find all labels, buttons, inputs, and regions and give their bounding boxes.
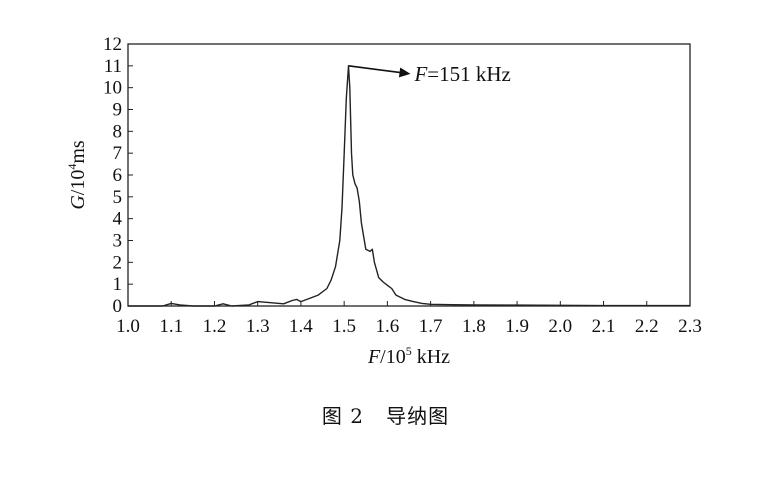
- x-tick-label: 1.7: [419, 316, 443, 337]
- x-tick-label: 2.2: [635, 316, 659, 337]
- figure-number: 图 2: [321, 404, 364, 428]
- figure-caption: 图 2 导纳图: [0, 400, 771, 429]
- x-tick-label: 2.1: [592, 316, 616, 337]
- peak-annotation: F=151 kHz: [348, 62, 511, 86]
- x-tick-label: 2.0: [548, 316, 572, 337]
- y-tick-label: 10: [103, 78, 122, 99]
- y-tick-label: 3: [113, 231, 123, 252]
- admittance-chart: 1.0 1.1 1.2 1.3 1.4 1.5 1.6 1.7 1.8 1.9 2.0 2.1 2.2 2…: [65, 34, 702, 368]
- x-axis-label: F/105 kHz: [367, 344, 450, 368]
- y-tick-label: 1: [113, 274, 123, 295]
- x-tick-label: 1.0: [116, 316, 140, 337]
- y-tick-label: 11: [104, 56, 122, 77]
- annotation-label: F=151 kHz: [413, 62, 510, 86]
- y-tick-label: 7: [113, 143, 123, 164]
- y-tick-label: 2: [113, 252, 123, 273]
- y-tick-label: 6: [113, 165, 123, 186]
- annotation-arrow-line: [348, 65, 403, 74]
- x-tick-label: 1.3: [246, 316, 270, 337]
- x-axis-ticks: 1.0 1.1 1.2 1.3 1.4 1.5 1.6 1.7 1.8 1.9 2.0 2.1 2.2 2…: [116, 301, 702, 337]
- admittance-curve: [128, 65, 690, 307]
- y-axis-label: G/104ms: [65, 140, 89, 210]
- annotation-arrow-head: [398, 67, 411, 78]
- y-tick-label: 0: [113, 296, 123, 317]
- y-tick-label: 4: [113, 209, 123, 230]
- x-tick-label: 1.4: [289, 316, 313, 337]
- x-tick-label: 1.8: [462, 316, 486, 337]
- x-tick-label: 1.2: [203, 316, 227, 337]
- y-tick-label: 12: [103, 34, 122, 55]
- x-tick-label: 1.9: [505, 316, 529, 337]
- plot-frame: [127, 43, 691, 307]
- x-tick-label: 1.1: [159, 316, 183, 337]
- y-tick-label: 8: [113, 121, 123, 142]
- y-tick-label: 5: [113, 187, 123, 208]
- x-tick-label: 2.3: [678, 316, 702, 337]
- figure-title: 导纳图: [386, 404, 450, 428]
- x-tick-label: 1.6: [376, 316, 400, 337]
- x-tick-label: 1.5: [332, 316, 356, 337]
- y-tick-label: 9: [113, 100, 123, 121]
